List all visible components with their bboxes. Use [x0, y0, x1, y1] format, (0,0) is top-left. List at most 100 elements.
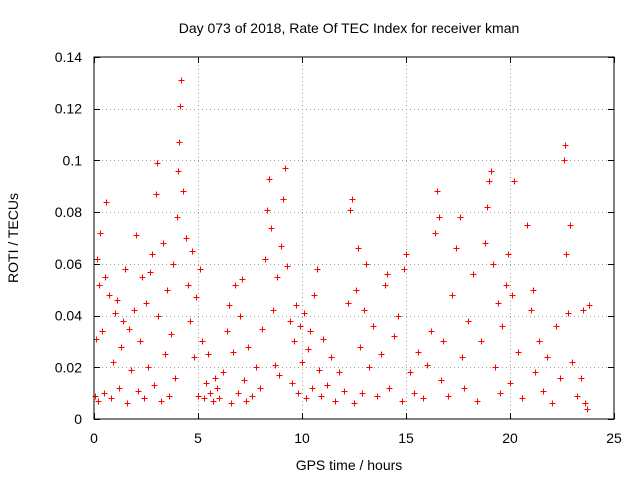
data-point [284, 263, 291, 270]
data-point [112, 310, 119, 317]
data-point [160, 240, 167, 247]
data-point [363, 261, 370, 268]
data-point [122, 266, 129, 273]
data-point [164, 287, 171, 294]
data-point [151, 382, 158, 389]
data-point [345, 300, 352, 307]
data-point [361, 307, 368, 314]
data-point [316, 367, 323, 374]
data-point [158, 398, 165, 405]
data-point [228, 400, 235, 407]
tick-labels: 0 5 10 15 20 25 0 0.02 0.04 0.06 0.08 0.1 0.12 0.14 [55, 49, 622, 446]
data-point [135, 388, 142, 395]
data-point [126, 326, 133, 333]
data-point [503, 282, 510, 289]
data-point [459, 354, 466, 361]
data-point [232, 282, 239, 289]
data-point [307, 328, 314, 335]
data-point [95, 398, 102, 405]
data-point [293, 302, 300, 309]
data-point [411, 390, 418, 397]
x-tick-label: 25 [606, 430, 622, 446]
data-point [177, 103, 184, 110]
data-point [99, 328, 106, 335]
x-tick-label: 0 [90, 430, 98, 446]
data-point [133, 232, 140, 239]
data-point [324, 382, 331, 389]
y-tick-label: 0.06 [55, 256, 82, 272]
data-point [540, 388, 547, 395]
data-point [172, 375, 179, 382]
data-point [183, 235, 190, 242]
data-point [561, 157, 568, 164]
data-point [499, 323, 506, 330]
data-point [544, 354, 551, 361]
data-point [314, 266, 321, 273]
data-point [497, 390, 504, 397]
y-axis-label: ROTI / TECUs [5, 193, 21, 283]
y-tick-label: 0 [74, 411, 82, 427]
data-point [530, 287, 537, 294]
data-point [108, 395, 115, 402]
data-point [434, 188, 441, 195]
data-point [386, 385, 393, 392]
data-point [484, 204, 491, 211]
data-point [511, 178, 518, 185]
data-point [384, 271, 391, 278]
data-point [309, 385, 316, 392]
x-axis-label: GPS time / hours [296, 457, 403, 473]
data-point [553, 323, 560, 330]
data-point [580, 307, 587, 314]
data-point [94, 256, 101, 263]
data-point [351, 400, 358, 407]
x-tick-label: 10 [294, 430, 310, 446]
data-point [574, 393, 581, 400]
data-point [492, 364, 499, 371]
data-point [226, 302, 233, 309]
data-point [562, 142, 569, 149]
data-point [264, 207, 271, 214]
data-point [243, 398, 250, 405]
data-point [582, 400, 589, 407]
data-point [241, 377, 248, 384]
data-point [170, 261, 177, 268]
data-point [187, 318, 194, 325]
data-point [445, 393, 452, 400]
data-point [280, 196, 287, 203]
data-point [101, 390, 108, 397]
data-point [220, 369, 227, 376]
data-point [176, 139, 183, 146]
y-tick-label: 0.02 [55, 359, 82, 375]
data-point [295, 390, 302, 397]
data-point [528, 307, 535, 314]
data-point [195, 393, 202, 400]
data-point [486, 178, 493, 185]
data-point [139, 274, 146, 281]
data-point [488, 168, 495, 175]
data-point [478, 338, 485, 345]
data-point [355, 245, 362, 252]
data-point [424, 362, 431, 369]
data-point [154, 160, 161, 167]
data-point [341, 388, 348, 395]
y-tick-label: 0.1 [63, 152, 83, 168]
data-point [272, 362, 279, 369]
data-point [378, 351, 385, 358]
data-point [289, 380, 296, 387]
data-point [303, 395, 310, 402]
data-point [180, 188, 187, 195]
data-point [291, 338, 298, 345]
plot-frame [93, 56, 615, 420]
data-point [189, 248, 196, 255]
data-point [569, 359, 576, 366]
data-point [557, 375, 564, 382]
data-point [391, 333, 398, 340]
data-point [370, 323, 377, 330]
data-point [584, 406, 591, 413]
data-point [449, 292, 456, 299]
data-point [357, 344, 364, 351]
data-point [436, 214, 443, 221]
data-point [106, 292, 113, 299]
data-point [320, 336, 327, 343]
data-point [224, 328, 231, 335]
